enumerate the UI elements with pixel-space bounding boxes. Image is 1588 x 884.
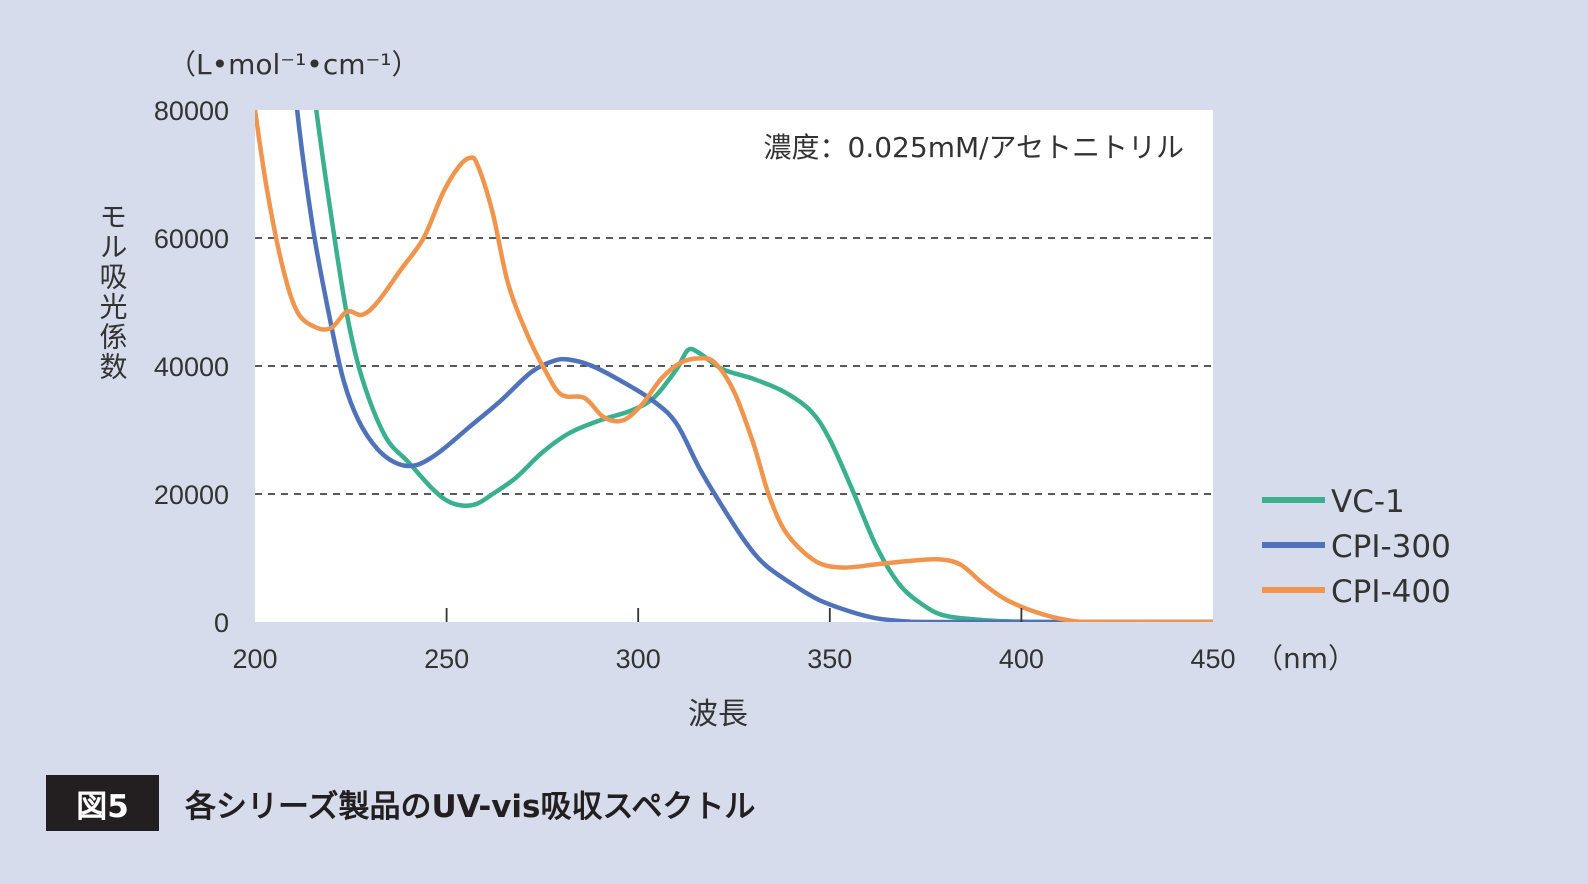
legend-label: CPI-400 xyxy=(1331,574,1451,610)
series-line-cpi-300 xyxy=(294,110,1213,622)
x-axis-ticks: 200 250 300 350 400 450 xyxy=(232,608,1236,674)
y-axis-label: モル吸光係数 xyxy=(96,202,129,382)
x-tick-label: 350 xyxy=(807,644,852,674)
y-tick-label: 80000 xyxy=(154,96,229,126)
x-axis-unit: （nm） xyxy=(1255,642,1356,675)
legend: VC-1 CPI-300 CPI-400 xyxy=(1262,484,1451,610)
y-axis-unit: （L•mol⁻¹•cm⁻¹） xyxy=(168,48,420,81)
x-tick-label: 450 xyxy=(1190,644,1235,674)
series-lines xyxy=(255,110,1213,622)
y-tick-label: 20000 xyxy=(154,480,229,510)
legend-label: CPI-300 xyxy=(1331,529,1451,565)
x-axis-label: 波長 xyxy=(688,697,748,732)
series-line-cpi-400 xyxy=(255,110,1213,622)
grid-lines xyxy=(255,237,1213,495)
x-tick-label: 400 xyxy=(999,644,1044,674)
legend-label: VC-1 xyxy=(1331,484,1405,520)
x-tick-label: 250 xyxy=(424,644,469,674)
x-tick-label: 300 xyxy=(616,644,661,674)
figure-label-badge: 図5 xyxy=(46,775,159,831)
y-axis-ticks: 0 20000 40000 60000 80000 xyxy=(154,96,229,638)
x-tick-label: 200 xyxy=(232,644,277,674)
series-line-vc-1 xyxy=(314,110,1213,622)
y-tick-label: 60000 xyxy=(154,224,229,254)
y-tick-label: 40000 xyxy=(154,352,229,382)
figure-title: 各シリーズ製品のUV-vis吸収スペクトル xyxy=(185,788,756,825)
y-tick-label: 0 xyxy=(214,608,229,638)
concentration-annotation: 濃度：0.025mM/アセトニトリル xyxy=(764,131,1184,164)
figure-caption: 図5 各シリーズ製品のUV-vis吸収スペクトル xyxy=(46,775,755,831)
